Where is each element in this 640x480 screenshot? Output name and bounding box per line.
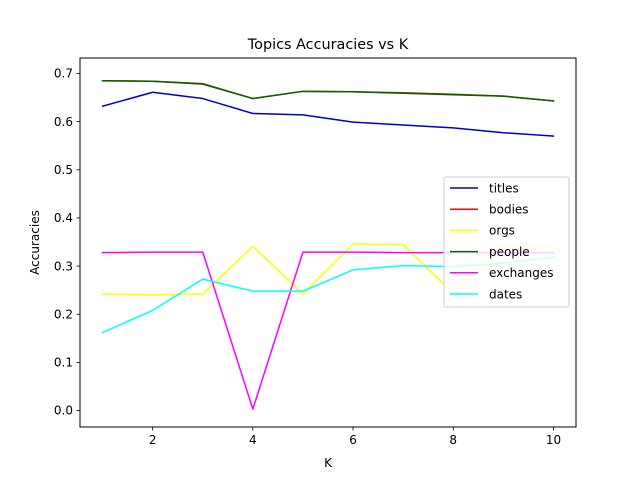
y-axis-ticks: 0.0 0.1 0.2 0.3 0.4 0.5 0.6 0.7 — [54, 67, 80, 418]
legend-label-people: people — [489, 245, 530, 259]
axes-frame — [79, 57, 577, 428]
y-tick-label: 0.5 — [54, 163, 73, 177]
x-axis-ticks: 2 4 6 8 10 — [149, 427, 561, 447]
chart-title: Topics Accuracies vs K — [247, 37, 409, 53]
legend-label-orgs: orgs — [489, 224, 515, 238]
legend-label-dates: dates — [489, 287, 522, 301]
legend-label-bodies: bodies — [489, 203, 529, 217]
y-axis-label: Accuracies — [28, 210, 42, 275]
x-axis-label: K — [324, 456, 333, 470]
y-tick-label: 0.7 — [54, 67, 73, 81]
y-tick-label: 0.2 — [54, 307, 73, 321]
x-tick-label: 6 — [349, 433, 357, 447]
y-tick-label: 0.1 — [54, 356, 73, 370]
y-tick-label: 0.6 — [54, 115, 73, 129]
legend: titles bodies orgs people exchanges dates — [443, 176, 570, 308]
legend-label-exchanges: exchanges — [489, 266, 553, 280]
y-tick-label: 0.4 — [54, 211, 73, 225]
x-tick-label: 2 — [149, 433, 157, 447]
series-line-people — [101, 79, 555, 102]
y-tick-label: 0.3 — [54, 259, 73, 273]
x-tick-label: 8 — [449, 433, 457, 447]
x-tick-label: 10 — [546, 433, 561, 447]
legend-label-titles: titles — [489, 181, 519, 195]
y-tick-label: 0.0 — [54, 404, 73, 418]
series-line-titles — [101, 91, 555, 137]
x-tick-label: 4 — [249, 433, 257, 447]
